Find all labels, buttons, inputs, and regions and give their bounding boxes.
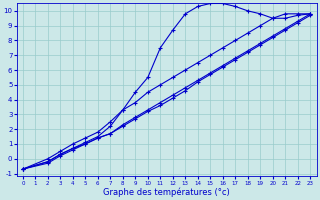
X-axis label: Graphe des températures (°c): Graphe des températures (°c) — [103, 187, 230, 197]
